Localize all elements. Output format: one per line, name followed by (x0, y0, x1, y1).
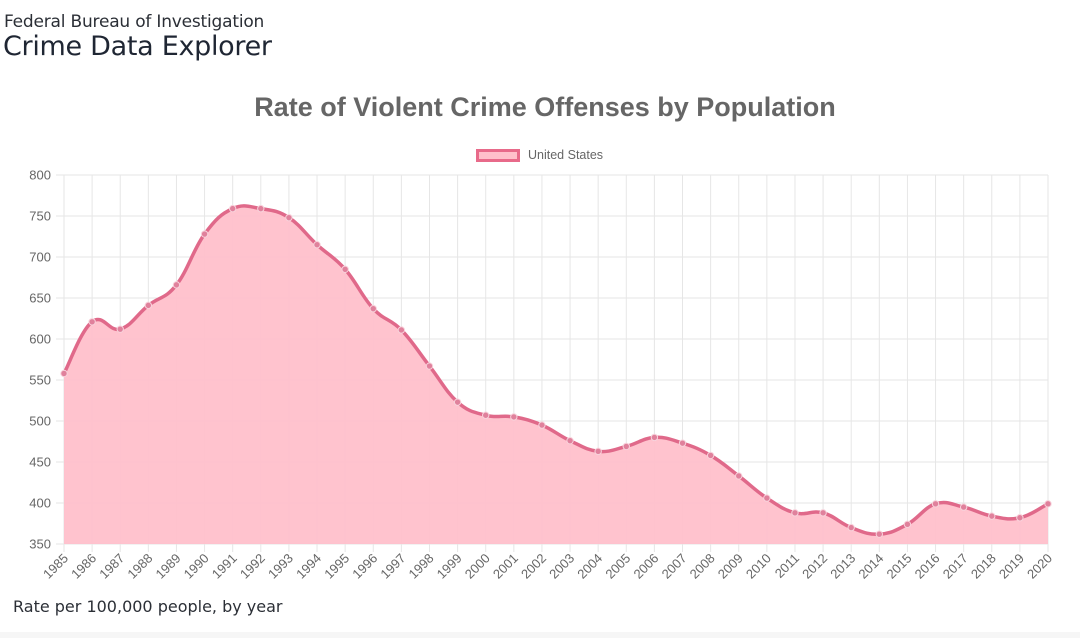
x-tick-label: 2015 (883, 551, 914, 582)
x-tick-label: 2003 (546, 551, 577, 582)
x-tick-label: 2013 (827, 551, 858, 582)
x-tick-label: 2004 (574, 551, 605, 582)
data-point-2016[interactable] (931, 500, 940, 508)
data-point-2005[interactable] (622, 442, 630, 451)
y-tick-label: 650 (29, 291, 51, 306)
x-tick-label: 1997 (377, 551, 408, 582)
x-tick-label: 2008 (687, 551, 718, 582)
data-point-1996[interactable] (369, 304, 377, 313)
data-point-1985[interactable] (60, 369, 68, 378)
x-tick-label: 2002 (518, 551, 549, 582)
area-layer (64, 205, 1048, 544)
axis-caption: Rate per 100,000 people, by year (13, 597, 283, 616)
y-tick-label: 550 (29, 373, 51, 388)
data-point-2013[interactable] (847, 523, 855, 532)
y-tick-label: 800 (29, 168, 51, 183)
data-point-2007[interactable] (678, 439, 687, 447)
y-tick-label: 350 (29, 537, 51, 552)
data-point-1995[interactable] (341, 265, 349, 273)
x-tick-label: 2017 (940, 551, 971, 582)
data-point-2006[interactable] (650, 433, 659, 442)
x-tick-label: 1995 (321, 551, 352, 582)
data-point-2010[interactable] (763, 494, 771, 502)
x-tick-label: 1990 (181, 551, 212, 582)
x-tick-label: 1987 (96, 551, 127, 582)
data-point-1991[interactable] (228, 204, 237, 213)
data-points (60, 204, 1052, 538)
data-point-1987[interactable] (116, 325, 124, 333)
x-tick-label: 1996 (349, 551, 380, 582)
data-point-2000[interactable] (482, 411, 490, 419)
y-tick-label: 700 (29, 250, 51, 265)
data-point-1989[interactable] (172, 281, 181, 289)
data-point-1994[interactable] (313, 241, 321, 249)
data-point-2017[interactable] (959, 503, 968, 511)
y-tick-label: 400 (29, 496, 51, 511)
data-point-2015[interactable] (903, 520, 912, 529)
data-point-1990[interactable] (200, 230, 209, 238)
data-point-2012[interactable] (819, 509, 827, 517)
x-tick-label: 2007 (659, 551, 690, 582)
x-tick-label: 2016 (912, 551, 943, 582)
x-tick-label: 1988 (124, 551, 155, 582)
data-point-2001[interactable] (510, 413, 518, 421)
data-point-2002[interactable] (538, 421, 546, 429)
data-point-2003[interactable] (566, 436, 574, 445)
data-point-2008[interactable] (706, 451, 715, 460)
bottom-bar (0, 632, 1080, 638)
x-tick-label: 2014 (855, 551, 886, 582)
data-point-2004[interactable] (594, 447, 602, 456)
x-tick-label: 2018 (968, 551, 999, 582)
data-point-1999[interactable] (453, 398, 462, 406)
data-point-2011[interactable] (791, 509, 799, 517)
x-tick-label: 2011 (772, 551, 802, 581)
x-tick-label: 1998 (406, 551, 437, 582)
x-tick-label: 1992 (237, 551, 268, 582)
x-tick-label: 2010 (743, 551, 774, 582)
legend-label: United States (528, 148, 604, 162)
x-tick-label: 1986 (68, 551, 99, 582)
agency-name: Federal Bureau of Investigation (4, 12, 265, 32)
data-point-2020[interactable] (1044, 500, 1052, 508)
data-point-2009[interactable] (735, 472, 743, 480)
legend[interactable]: United States (476, 148, 603, 162)
x-tick-label: 1993 (265, 551, 296, 582)
x-tick-label: 1999 (434, 551, 465, 582)
data-point-2018[interactable] (988, 512, 996, 520)
legend-swatch (476, 148, 520, 162)
x-tick-label: 2005 (602, 551, 633, 582)
y-tick-label: 450 (29, 455, 51, 470)
x-tick-label: 2012 (799, 551, 830, 582)
x-tick-label: 2001 (490, 551, 521, 582)
data-point-1993[interactable] (285, 213, 293, 222)
data-point-1986[interactable] (88, 318, 96, 326)
chart-title: Rate of Violent Crime Offenses by Popula… (254, 92, 836, 122)
x-tick-label: 2000 (462, 551, 493, 582)
x-tick-label: 1994 (293, 551, 324, 582)
x-tick-label: 2009 (715, 551, 746, 582)
y-tick-label: 750 (29, 209, 51, 224)
x-tick-label: 1985 (40, 551, 71, 582)
x-tick-label: 2006 (630, 551, 661, 582)
product-title[interactable]: Crime Data Explorer (3, 31, 272, 62)
x-tick-label: 1989 (153, 551, 184, 582)
data-point-1997[interactable] (397, 326, 406, 334)
data-point-2014[interactable] (875, 530, 884, 538)
data-point-1998[interactable] (425, 362, 434, 370)
x-tick-label: 2019 (996, 551, 1027, 582)
y-tick-label: 600 (29, 332, 51, 347)
y-tick-label: 500 (29, 414, 51, 429)
data-point-1992[interactable] (257, 204, 265, 213)
x-tick-label: 2020 (1024, 551, 1055, 582)
y-axis-ticks: 800 750 700 650 600 550 500 450 400 350 (29, 168, 51, 552)
data-point-1988[interactable] (144, 301, 153, 310)
data-point-2019[interactable] (1016, 514, 1024, 522)
series-area-united-states (64, 205, 1048, 544)
x-axis-ticks: 1985198619871988198919901991199219931994… (40, 551, 1055, 582)
x-tick-label: 1991 (209, 551, 240, 582)
